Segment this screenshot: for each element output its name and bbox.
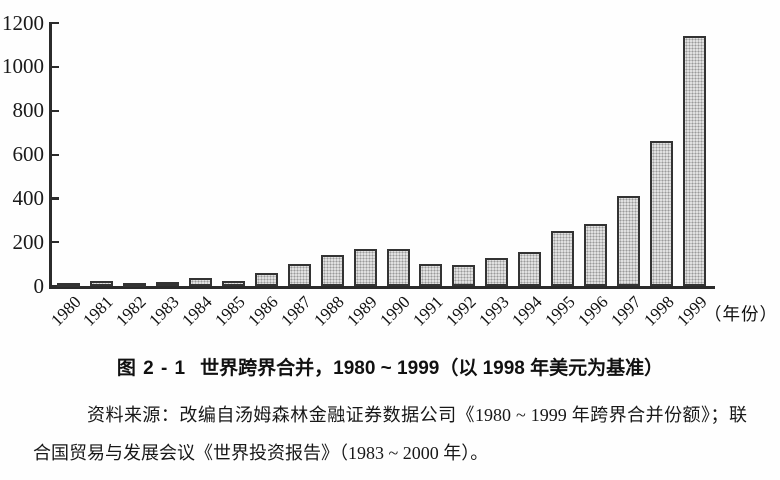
x-tick-label-1980: 1980	[46, 292, 85, 330]
x-tick-label-1992: 1992	[442, 292, 480, 330]
bar-1985	[221, 280, 245, 286]
bar-1995	[551, 231, 575, 286]
x-tick-label-1983: 1983	[145, 292, 184, 330]
x-tick-label-1993: 1993	[475, 292, 513, 330]
y-tick-label-1200: 1200	[2, 10, 44, 35]
y-tick-label-600: 600	[12, 142, 45, 166]
bar-1988	[320, 255, 344, 286]
y-tick-200	[51, 241, 59, 244]
bar-1992	[452, 265, 476, 286]
x-tick-label-1988: 1988	[310, 292, 348, 330]
bar-1990	[386, 248, 410, 286]
bar-1997	[617, 196, 641, 286]
bar-1984	[188, 278, 212, 286]
x-tick-label-1981: 1981	[79, 292, 118, 330]
figure-title: 世界跨界合并，1980 ~ 1999（以 1998 年美元为基准）	[200, 358, 664, 379]
bar-1986	[254, 272, 278, 286]
x-tick-label-1986: 1986	[244, 292, 282, 330]
source-note: 资料来源：改编自汤姆森林金融证券数据公司《1980 ~ 1999 年跨界合并份额…	[33, 405, 747, 463]
y-tick-800	[51, 109, 59, 112]
y-axis-line	[49, 22, 52, 287]
plot-area: 0 200 400 600 800 1000 1200 1980 1981 1982 1983 198…	[2, 10, 715, 330]
y-tick-1000	[51, 65, 59, 69]
x-tick-label-1991: 1991	[409, 292, 447, 330]
bar-1994	[518, 252, 542, 286]
x-tick-label-1989: 1989	[343, 292, 381, 330]
bar-1982	[122, 283, 146, 287]
y-tick-1200	[51, 22, 59, 25]
bar-1983	[155, 281, 179, 286]
x-tick-label-1998: 1998	[639, 292, 678, 330]
y-tick-400	[51, 197, 59, 200]
bar-1991	[419, 264, 443, 286]
bar-1993	[485, 257, 509, 286]
bar-1989	[353, 248, 377, 286]
x-tick-label-1982: 1982	[112, 292, 151, 330]
x-tick-label-1996: 1996	[573, 292, 612, 330]
y-tick-600	[51, 153, 59, 156]
x-tick-label-1985: 1985	[211, 292, 249, 330]
figure-number: 图 2 - 1	[116, 358, 187, 379]
y-tick-label-400: 400	[12, 185, 45, 210]
x-axis-unit-label: （年份）	[704, 304, 778, 324]
bar-1981	[89, 280, 113, 286]
y-tick-label-800: 800	[12, 98, 45, 123]
x-axis-line	[49, 285, 715, 289]
bar-1996	[584, 223, 608, 286]
y-tick-label-0: 0	[33, 273, 45, 298]
x-tick-label-1994: 1994	[508, 292, 546, 330]
y-tick-label-1000: 1000	[2, 54, 44, 79]
figure-caption: 图 2 - 1 世界跨界合并，1980 ~ 1999（以 1998 年美元为基准）	[0, 353, 780, 385]
y-tick-0	[51, 285, 59, 288]
x-tick-label-1984: 1984	[178, 292, 217, 330]
bar-1987	[287, 264, 311, 286]
x-tick-label-1990: 1990	[376, 292, 414, 330]
x-tick-label-1997: 1997	[606, 292, 645, 330]
bar-1998	[650, 141, 674, 286]
x-tick-label-1987: 1987	[277, 292, 315, 330]
x-tick-label-1995: 1995	[541, 292, 579, 330]
bar-1999	[683, 36, 707, 286]
y-tick-label-200: 200	[12, 229, 45, 254]
bar-1980	[57, 283, 80, 287]
bar-chart: 0 200 400 600 800 1000 1200 1980 1981 1982 1983 198…	[2, 10, 778, 330]
